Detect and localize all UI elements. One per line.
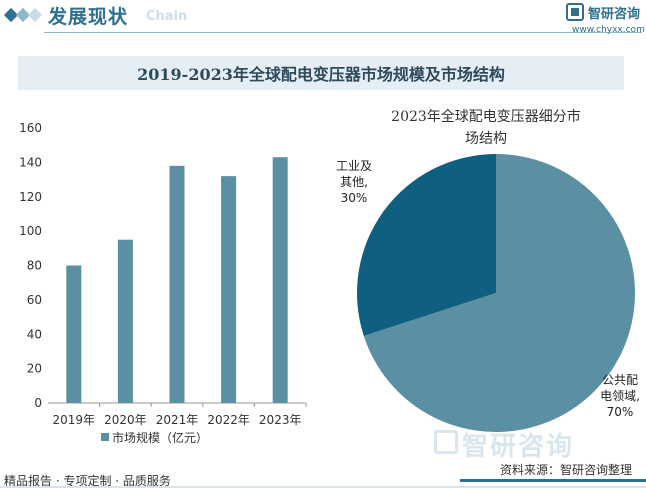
y-tick-label: 120: [19, 190, 42, 204]
pie-label-工业及其他: 30%: [341, 191, 368, 205]
chart-title-bar: 2019-2023年全球配电变压器市场规模及市场结构: [18, 56, 624, 90]
bar-2022年: [221, 176, 237, 403]
bar-2019年: [66, 265, 82, 403]
bar-2020年: [117, 239, 133, 403]
footer-line: [0, 486, 646, 488]
pie-label-工业及其他: 其他,: [340, 175, 368, 189]
y-tick-label: 80: [27, 259, 42, 273]
x-tick-label: 2019年: [53, 413, 96, 427]
pie-label-公共配电领域: 公共配: [602, 373, 638, 387]
pie-slice-公共配电领域: [363, 154, 635, 432]
legend-swatch: [101, 433, 109, 441]
pie-label-工业及其他: 工业及: [336, 159, 372, 173]
pie-label-公共配电领域: 70%: [607, 405, 634, 419]
footer-accent-bar: [460, 479, 646, 482]
legend-label: 市场规模（亿元）: [112, 430, 208, 445]
y-tick-label: 160: [19, 121, 42, 135]
brand-name: 智研咨询: [588, 7, 641, 22]
pie-slice-工业及其他: [356, 154, 496, 336]
section-subtitle: Chain: [146, 9, 188, 24]
footer-slogan: 精品报告 · 专项定制 · 品质服务: [4, 474, 171, 488]
y-tick-label: 60: [27, 293, 42, 307]
y-tick-label: 100: [19, 224, 42, 238]
y-tick-label: 140: [19, 155, 42, 169]
page-header: 发展现状 Chain 智研咨询 www.chyxx.com: [0, 0, 646, 38]
pie-label-公共配电领域: 电领域,: [600, 389, 640, 403]
pie-title-line-1: 2023年全球配电变压器细分市: [391, 108, 581, 125]
x-tick-label: 2021年: [156, 413, 199, 427]
bar-2021年: [169, 165, 185, 403]
bar-2023年: [272, 157, 288, 403]
brand-logo-icon: [566, 3, 584, 21]
section-title: 发展现状: [48, 6, 129, 28]
x-tick-label: 2020年: [104, 413, 147, 427]
pie-title-line-2: 场结构: [465, 131, 507, 147]
data-source: 资料来源：智研咨询整理: [499, 463, 632, 477]
watermark: 智研咨询: [462, 432, 575, 462]
y-tick-label: 0: [34, 396, 42, 410]
y-tick-label: 20: [27, 362, 42, 376]
chart-main-title: 2019-2023年全球配电变压器市场规模及市场结构: [137, 65, 505, 84]
x-tick-label: 2022年: [207, 413, 250, 427]
brand-url: www.chyxx.com: [572, 25, 645, 35]
y-tick-label: 40: [27, 327, 42, 341]
header-divider: [44, 32, 642, 33]
x-tick-label: 2023年: [259, 413, 302, 427]
watermark-logo-icon: [434, 430, 458, 454]
